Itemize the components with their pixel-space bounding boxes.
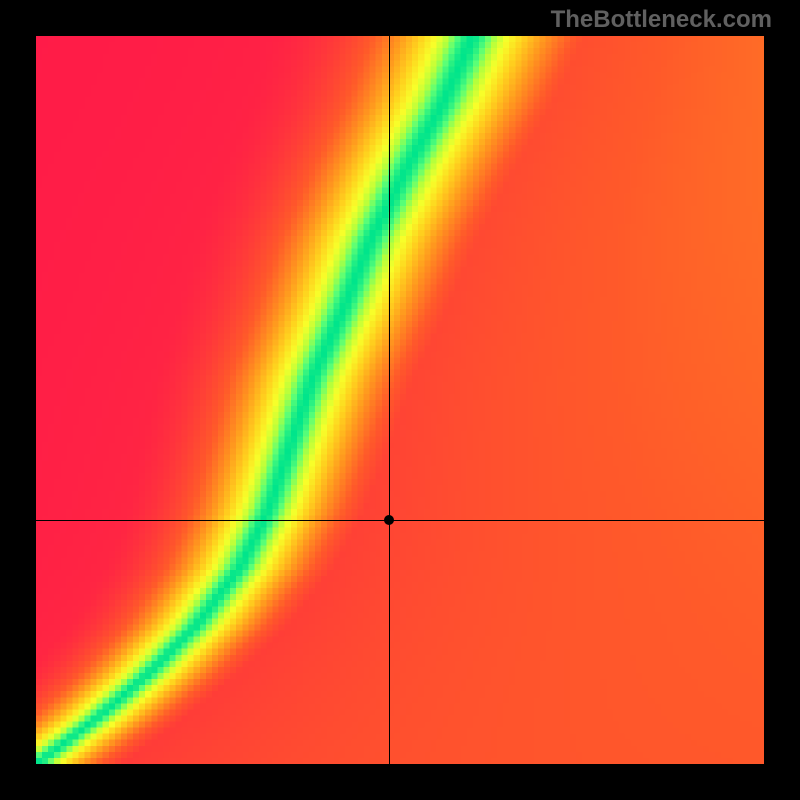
heatmap-canvas [36,36,764,764]
crosshair-horizontal [36,520,764,521]
chart-container: TheBottleneck.com [0,0,800,800]
crosshair-vertical [389,36,390,764]
watermark-text: TheBottleneck.com [551,6,772,34]
